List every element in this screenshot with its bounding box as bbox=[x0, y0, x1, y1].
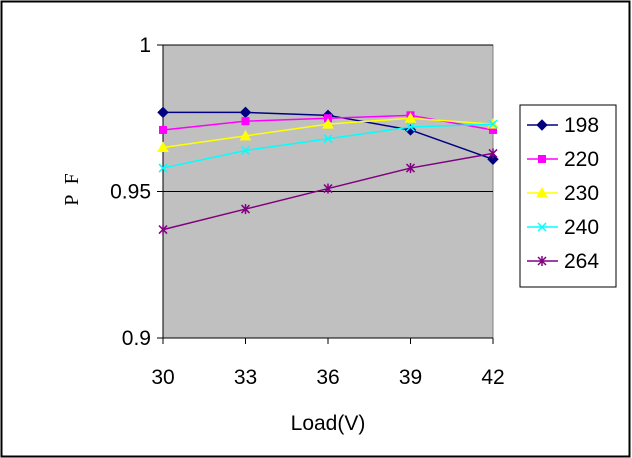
legend-label: 240 bbox=[564, 216, 599, 239]
legend-label: 220 bbox=[564, 148, 599, 171]
legend-box bbox=[519, 104, 617, 288]
legend-marker bbox=[537, 222, 547, 232]
legend-marker bbox=[538, 155, 546, 163]
y-axis-title: P F bbox=[61, 170, 83, 206]
x-tick-label: 30 bbox=[151, 366, 174, 389]
data-point-240 bbox=[405, 122, 416, 132]
x-tick-label: 36 bbox=[316, 366, 339, 389]
data-point-264 bbox=[405, 163, 416, 174]
data-point-198 bbox=[157, 106, 169, 119]
series-240 bbox=[158, 119, 498, 173]
data-point-230 bbox=[404, 112, 417, 123]
data-point-264 bbox=[158, 224, 168, 235]
series-group bbox=[157, 106, 499, 235]
data-point-240 bbox=[158, 163, 168, 173]
legend: 198 220 230 240 264 bbox=[519, 104, 617, 288]
legend-label: 230 bbox=[564, 182, 599, 205]
y-tick-label: 0.9 bbox=[122, 327, 151, 350]
x-axis: 30 33 36 39 42 bbox=[151, 337, 505, 389]
data-point-240 bbox=[488, 119, 498, 129]
legend-item: 198 bbox=[527, 114, 599, 137]
legend-label: 198 bbox=[564, 114, 599, 137]
data-point-264 bbox=[240, 204, 251, 215]
data-point-220 bbox=[241, 117, 250, 126]
data-point-240 bbox=[240, 145, 251, 156]
legend-item: 230 bbox=[527, 182, 599, 205]
legend-item: 220 bbox=[527, 148, 599, 171]
data-point-264 bbox=[488, 148, 498, 159]
data-point-264 bbox=[323, 183, 333, 194]
legend-marker bbox=[536, 119, 548, 131]
data-point-230 bbox=[239, 129, 252, 141]
legend-item: 264 bbox=[527, 250, 599, 273]
legend-marker bbox=[537, 256, 547, 266]
series-264 bbox=[158, 148, 498, 235]
legend-label: 264 bbox=[564, 250, 599, 273]
x-tick-label: 39 bbox=[399, 366, 422, 389]
legend-marker bbox=[536, 186, 548, 198]
x-tick-label: 33 bbox=[234, 366, 257, 389]
x-tick-label: 42 bbox=[481, 366, 504, 389]
data-point-230 bbox=[157, 141, 169, 153]
y-tick-label: 0.95 bbox=[110, 181, 151, 204]
data-point-230 bbox=[322, 118, 334, 129]
data-point-240 bbox=[323, 134, 333, 144]
x-axis-title: Load(V) bbox=[291, 412, 366, 435]
y-axis: 1 0.95 0.9 bbox=[110, 34, 164, 350]
y-tick-label: 1 bbox=[139, 34, 151, 57]
legend-item: 240 bbox=[527, 216, 599, 239]
data-point-220 bbox=[159, 125, 167, 134]
